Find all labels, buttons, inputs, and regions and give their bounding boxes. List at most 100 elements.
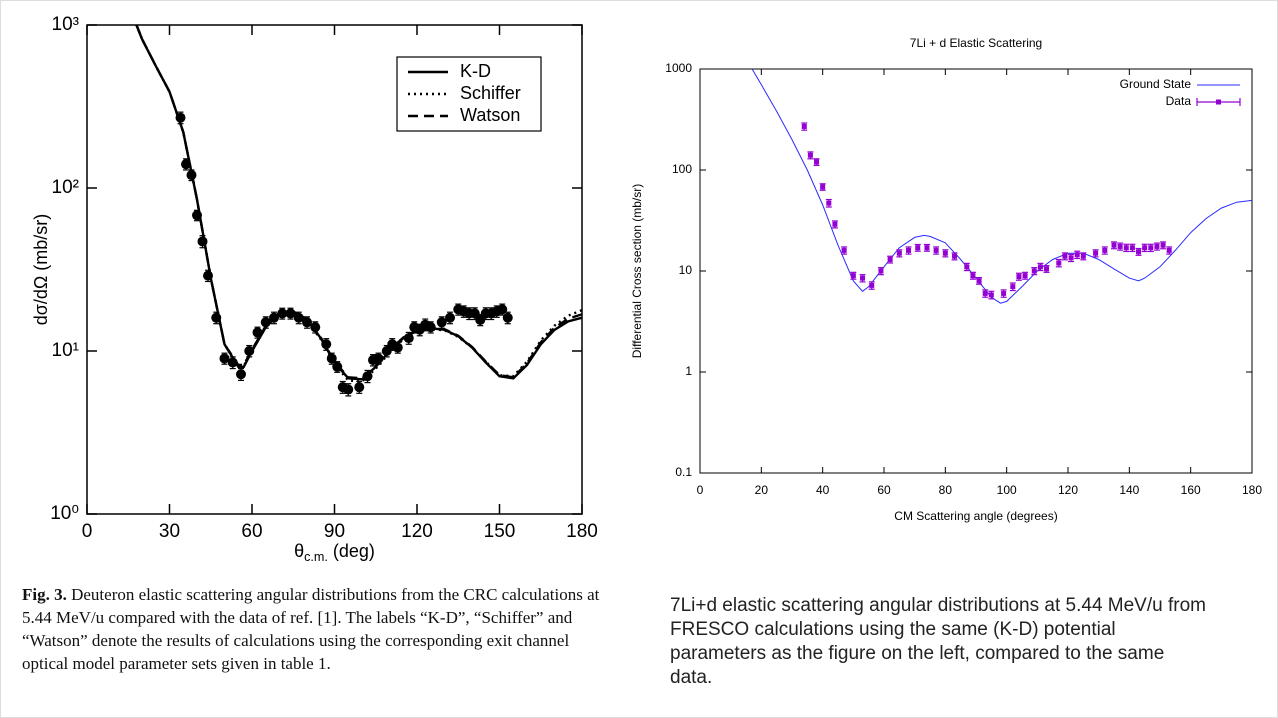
data-point <box>1062 253 1068 259</box>
data-point <box>801 123 807 129</box>
x-label-unit: (deg) <box>333 541 375 561</box>
x-tick-label: 100 <box>997 483 1017 497</box>
data-point <box>933 247 939 253</box>
data-point <box>896 250 902 256</box>
legend-label: Watson <box>460 105 520 125</box>
data-point <box>192 210 202 221</box>
data-point <box>403 333 414 344</box>
legend-swatch <box>1216 99 1221 105</box>
data-point <box>915 245 921 251</box>
data-point <box>260 317 271 328</box>
data-point <box>425 322 436 333</box>
data-point <box>1166 247 1172 253</box>
y-tick-label: 10⁰ <box>50 503 79 524</box>
data-point <box>952 253 958 259</box>
data-point <box>1022 273 1028 279</box>
legend-label: K-D <box>460 61 491 81</box>
data-point <box>236 369 246 380</box>
data-point <box>497 304 508 315</box>
data-point <box>1093 250 1099 256</box>
chart-title: 7Li + d Elastic Scattering <box>910 36 1042 50</box>
legend-label: Schiffer <box>460 83 521 103</box>
x-tick-label: 140 <box>1119 483 1139 497</box>
data-point <box>321 339 332 350</box>
y-tick-label: 1 <box>685 364 692 378</box>
curve <box>751 69 1252 304</box>
x-tick-label: 0 <box>697 483 704 497</box>
data-point <box>1001 290 1007 296</box>
legend-label: Data <box>1166 94 1192 108</box>
y-tick-label: 10¹ <box>52 340 79 361</box>
y-tick-label: 100 <box>672 162 692 176</box>
x-tick-label: 160 <box>1181 483 1201 497</box>
data-point <box>1142 245 1148 251</box>
data-point <box>373 353 384 364</box>
data-point <box>826 200 832 206</box>
plot-area <box>135 25 582 397</box>
data-point <box>181 159 191 170</box>
data-point <box>269 312 279 323</box>
data-point <box>293 312 304 323</box>
data-point <box>1160 242 1166 248</box>
data-point <box>302 317 312 328</box>
data-point <box>1074 252 1080 258</box>
data-point <box>354 382 365 393</box>
caption-right: 7Li+d elastic scattering angular distrib… <box>670 595 1206 688</box>
data-point <box>381 346 392 356</box>
data-point <box>988 292 994 298</box>
data-point <box>1037 264 1043 270</box>
x-tick-label: 180 <box>1242 483 1262 497</box>
data-point <box>469 308 480 319</box>
legend-label: Ground State <box>1120 77 1192 91</box>
data-point <box>906 247 912 253</box>
data-point <box>227 357 238 368</box>
data-point <box>1129 245 1135 251</box>
data-point <box>277 308 288 319</box>
curve <box>135 25 582 380</box>
y-axis-label: dσ/dΩ (mb/sr) <box>31 214 51 326</box>
data-point <box>343 384 354 395</box>
y-axis-label: Differential Cross section (mb/sr) <box>630 184 644 359</box>
data-point <box>1136 249 1142 255</box>
data-point <box>1080 253 1086 259</box>
data-point <box>1111 242 1117 248</box>
x-tick-label: 180 <box>566 521 598 542</box>
x-label-subscript: c.m. <box>304 550 328 564</box>
data-point <box>332 361 343 372</box>
data-point <box>502 312 513 323</box>
data-point <box>1068 255 1074 261</box>
y-tick-label: 0.1 <box>675 465 692 479</box>
data-point <box>203 270 213 281</box>
x-tick-label: 120 <box>401 521 433 542</box>
y-tick-label: 10³ <box>52 14 79 35</box>
x-tick-label: 90 <box>324 521 345 542</box>
data-point <box>964 264 970 270</box>
x-tick-label: 60 <box>877 483 891 497</box>
data-point <box>820 184 826 190</box>
x-tick-label: 40 <box>816 483 830 497</box>
data-point <box>475 314 486 325</box>
data-point <box>982 290 988 296</box>
x-tick-label: 0 <box>82 521 93 542</box>
chart-left: 0 30 60 90 120 150 180 10⁰ 10¹ 10² 10³ θc.m. (deg) dσ… <box>31 14 598 564</box>
data-point <box>942 250 948 256</box>
data-point <box>392 342 403 353</box>
x-tick-label: 30 <box>159 521 180 542</box>
plot-area <box>751 69 1252 304</box>
caption-left: Fig. 3. Deuteron elastic scattering angu… <box>22 583 612 675</box>
caption-text: Deuteron elastic scattering angular dist… <box>22 585 600 673</box>
chart-right: 7Li + d Elastic Scattering 0 20 40 60 80 100 12… <box>630 36 1262 523</box>
x-tick-label: 20 <box>755 483 769 497</box>
data-point <box>924 245 930 251</box>
data-point <box>219 353 230 364</box>
data-point <box>970 273 976 279</box>
y-tick-label: 10² <box>52 177 79 198</box>
caption-label: Fig. 3. <box>22 585 67 604</box>
data-point <box>887 256 893 262</box>
data-point <box>244 346 255 356</box>
data-point <box>197 236 208 247</box>
x-label-symbol: θ <box>294 541 304 561</box>
x-tick-label: 80 <box>939 483 953 497</box>
data-point <box>1148 245 1154 251</box>
